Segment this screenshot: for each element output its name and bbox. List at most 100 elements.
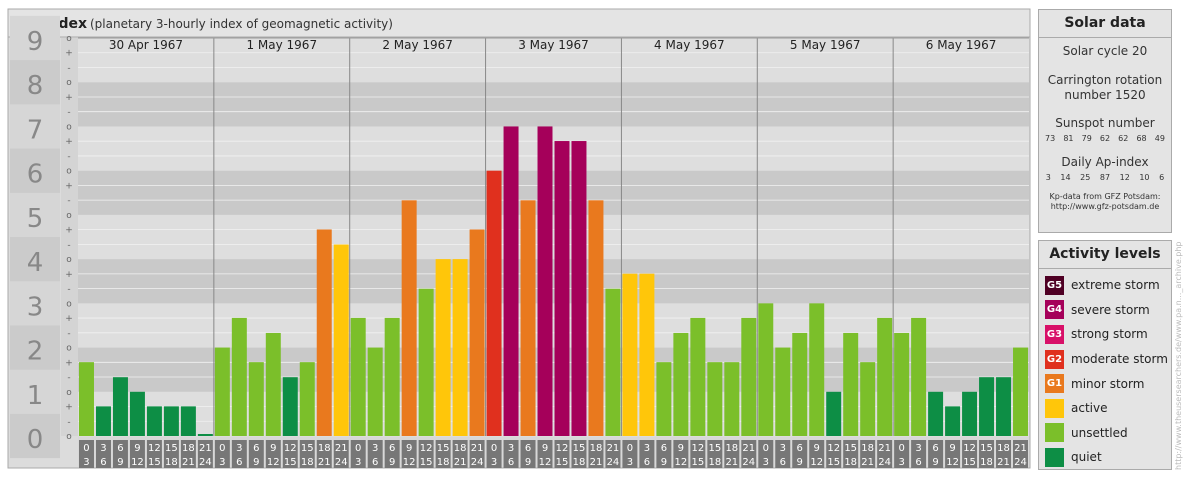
- kp-bar: [945, 406, 961, 436]
- interval-start-label: 9: [678, 443, 684, 454]
- interval-end-label: 3: [491, 457, 497, 468]
- y-subtick-label: +: [65, 181, 73, 191]
- interval-end-label: 24: [607, 457, 620, 468]
- interval-cell: [180, 440, 196, 468]
- interval-start-label: 18: [997, 443, 1010, 454]
- interval-end-label: 15: [148, 457, 161, 468]
- interval-cell: [690, 440, 706, 468]
- legend-item-active: active: [1039, 396, 1171, 421]
- y-axis-cell: [10, 237, 60, 282]
- interval-end-label: 15: [827, 457, 840, 468]
- ap-value: 14: [1060, 173, 1071, 182]
- interval-start-label: 0: [219, 443, 225, 454]
- interval-end-label: 9: [661, 457, 667, 468]
- interval-cell: [860, 440, 876, 468]
- kp-bar: [724, 362, 740, 436]
- interval-start-label: 21: [607, 443, 620, 454]
- y-subtick-label: o: [66, 167, 72, 177]
- y-subtick-label: o: [66, 299, 72, 309]
- interval-end-label: 24: [1014, 457, 1027, 468]
- y-subtick-label: +: [65, 226, 73, 236]
- interval-start-label: 12: [420, 443, 433, 454]
- kp-bar: [265, 332, 281, 436]
- interval-end-label: 9: [797, 457, 803, 468]
- interval-cell: [112, 440, 128, 468]
- interval-end-label: 9: [389, 457, 395, 468]
- interval-start-label: 12: [556, 443, 569, 454]
- interval-end-label: 15: [963, 457, 976, 468]
- activity-levels-title: Activity levels: [1039, 241, 1171, 269]
- interval-end-label: 3: [763, 457, 769, 468]
- y-subtick-label: +: [65, 93, 73, 103]
- interval-start-label: 18: [590, 443, 603, 454]
- legend-item-moderate-storm: G2 moderate storm: [1039, 347, 1171, 372]
- kp-bar: [384, 317, 400, 436]
- y-subtick-label: +: [65, 270, 73, 280]
- interval-start-label: 6: [797, 443, 803, 454]
- grid-band: [78, 38, 1029, 83]
- interval-cell: [486, 440, 502, 468]
- interval-cell: [384, 440, 400, 468]
- kp-bar: [299, 362, 315, 436]
- interval-start-label: 0: [491, 443, 497, 454]
- interval-start-label: 9: [949, 443, 955, 454]
- interval-cell: [537, 440, 553, 468]
- y-subtick-label: +: [65, 49, 73, 59]
- interval-start-label: 12: [691, 443, 704, 454]
- kp-bar: [792, 332, 808, 436]
- interval-start-label: 9: [542, 443, 548, 454]
- y-subtick-label: o: [66, 211, 72, 221]
- y-subtick-label: o: [66, 344, 72, 354]
- legend-item-minor-storm: G1 minor storm: [1039, 371, 1171, 396]
- interval-start-label: 3: [100, 443, 106, 454]
- interval-start-label: 3: [508, 443, 514, 454]
- interval-end-label: 18: [573, 457, 586, 468]
- y-subtick-label: -: [67, 152, 70, 162]
- interval-end-label: 9: [932, 457, 938, 468]
- interval-start-label: 6: [932, 443, 938, 454]
- kp-bar: [911, 317, 927, 436]
- interval-start-label: 6: [253, 443, 259, 454]
- interval-cell: [588, 440, 604, 468]
- interval-cell: [639, 440, 655, 468]
- legend-item-strong-storm: G3 strong storm: [1039, 322, 1171, 347]
- legend-swatch: G2: [1045, 349, 1064, 369]
- interval-start-label: 12: [284, 443, 297, 454]
- interval-end-label: 12: [539, 457, 552, 468]
- interval-end-label: 9: [117, 457, 123, 468]
- source-link[interactable]: http://www.gfz-potsdam.de: [1050, 202, 1160, 211]
- kp-bar: [758, 303, 774, 436]
- interval-cell: [962, 440, 978, 468]
- interval-end-label: 24: [471, 457, 484, 468]
- kp-bar: [622, 273, 638, 436]
- ap-value: 10: [1139, 173, 1150, 182]
- interval-start-label: 21: [335, 443, 348, 454]
- interval-cell: [367, 440, 383, 468]
- interval-start-label: 21: [199, 443, 212, 454]
- interval-end-label: 21: [725, 457, 738, 468]
- interval-cell: [79, 440, 94, 468]
- legend-label: extreme storm: [1071, 278, 1160, 293]
- legend-label: minor storm: [1071, 376, 1145, 391]
- kp-bar: [775, 347, 791, 436]
- kp-bar: [894, 332, 910, 436]
- interval-end-label: 18: [437, 457, 450, 468]
- kp-bar: [129, 391, 145, 436]
- interval-cell: [928, 440, 944, 468]
- legend-swatch: G5: [1045, 275, 1064, 295]
- interval-cell: [673, 440, 689, 468]
- interval-cell: [214, 440, 230, 468]
- ap-value: 3: [1045, 173, 1051, 182]
- interval-start-label: 0: [627, 443, 633, 454]
- interval-start-label: 21: [1014, 443, 1027, 454]
- interval-end-label: 21: [861, 457, 874, 468]
- y-subtick-label: -: [67, 373, 70, 383]
- y-axis-cell: [10, 413, 60, 459]
- y-subtick-label: o: [66, 34, 72, 44]
- sunspot-value: 62: [1118, 134, 1129, 143]
- interval-start-label: 21: [878, 443, 891, 454]
- kp-bar: [656, 362, 672, 436]
- day-label: 30 Apr 1967: [109, 38, 183, 52]
- solar-data-title: Solar data: [1039, 10, 1171, 38]
- legend-label: unsettled: [1071, 425, 1128, 440]
